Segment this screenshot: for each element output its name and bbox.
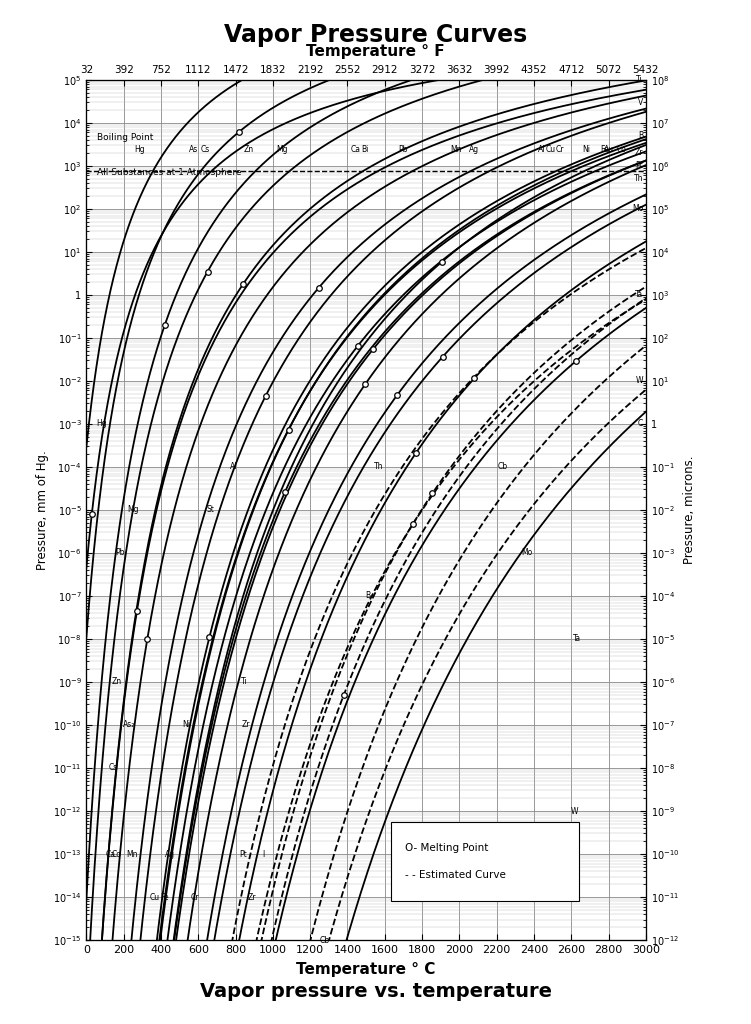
Text: Pb: Pb xyxy=(399,145,408,154)
Text: Mn: Mn xyxy=(126,850,137,858)
Text: Cr: Cr xyxy=(190,893,199,901)
Text: As₂: As₂ xyxy=(123,721,135,729)
Text: Ta: Ta xyxy=(635,291,643,299)
Text: Pt: Pt xyxy=(239,850,247,858)
Text: Ti: Ti xyxy=(636,76,643,84)
Text: Vapor pressure vs. temperature: Vapor pressure vs. temperature xyxy=(200,982,551,1001)
Text: O- Melting Point: O- Melting Point xyxy=(406,843,489,853)
Text: Ta: Ta xyxy=(573,635,581,643)
Text: Th: Th xyxy=(634,174,643,183)
Text: Temperature ° F: Temperature ° F xyxy=(306,44,445,59)
Text: Vapor Pressure Curves: Vapor Pressure Curves xyxy=(224,23,527,46)
Text: Cr: Cr xyxy=(556,145,564,154)
Text: Mg: Mg xyxy=(127,506,138,514)
Text: Al: Al xyxy=(538,145,545,154)
Text: Mn: Mn xyxy=(450,145,461,154)
Text: C: C xyxy=(409,850,414,858)
Text: Th: Th xyxy=(375,463,384,471)
Text: Al: Al xyxy=(230,463,237,471)
Text: Ni: Ni xyxy=(582,145,590,154)
Text: Boiling Point: Boiling Point xyxy=(97,133,153,142)
Text: Ag: Ag xyxy=(469,145,479,154)
Text: Mo: Mo xyxy=(632,205,643,213)
Text: I: I xyxy=(262,850,264,858)
Text: Pt: Pt xyxy=(635,162,643,170)
Text: Ni: Ni xyxy=(182,721,190,729)
Text: Hg: Hg xyxy=(96,420,107,428)
Text: Hg: Hg xyxy=(134,145,145,154)
Text: Zr: Zr xyxy=(242,721,250,729)
Text: C: C xyxy=(638,420,643,428)
Text: B: B xyxy=(366,592,370,600)
Text: Zr: Zr xyxy=(248,893,257,901)
X-axis label: Temperature ° C: Temperature ° C xyxy=(297,962,436,977)
Text: - - Estimated Curve: - - Estimated Curve xyxy=(406,870,506,881)
Text: Co: Co xyxy=(111,850,121,858)
Text: Cu: Cu xyxy=(546,145,556,154)
Text: Cs: Cs xyxy=(109,764,118,772)
Text: Ti: Ti xyxy=(240,678,247,686)
Text: Ca: Ca xyxy=(351,145,361,154)
Text: Zn: Zn xyxy=(243,145,254,154)
Text: Ca: Ca xyxy=(106,850,116,858)
Text: Mg: Mg xyxy=(276,145,288,154)
Text: Mo: Mo xyxy=(521,549,532,557)
Text: W: W xyxy=(635,377,643,385)
Text: Co: Co xyxy=(617,145,626,154)
Text: Cs: Cs xyxy=(201,145,210,154)
Text: Cb: Cb xyxy=(497,463,508,471)
Text: B: B xyxy=(638,131,643,140)
Text: As: As xyxy=(189,145,198,154)
Text: Zr: Zr xyxy=(635,148,643,158)
Text: Cu: Cu xyxy=(149,893,159,901)
Text: Ag: Ag xyxy=(165,850,175,858)
Text: Zn: Zn xyxy=(111,678,122,686)
Text: St: St xyxy=(207,506,214,514)
Text: V: V xyxy=(638,98,643,106)
Text: All Substances at 1 Atmosphere: All Substances at 1 Atmosphere xyxy=(97,168,241,177)
Text: Fe: Fe xyxy=(601,145,609,154)
Y-axis label: Pressure, microns.: Pressure, microns. xyxy=(683,456,696,564)
Text: W: W xyxy=(572,807,579,815)
Text: Bi: Bi xyxy=(361,145,369,154)
FancyBboxPatch shape xyxy=(391,822,579,901)
Text: Pb: Pb xyxy=(115,549,125,557)
Text: Cb: Cb xyxy=(320,936,330,944)
Text: Au: Au xyxy=(604,145,614,154)
Y-axis label: Pressure, mm of Hg.: Pressure, mm of Hg. xyxy=(36,451,49,569)
Text: Fe: Fe xyxy=(161,893,169,901)
